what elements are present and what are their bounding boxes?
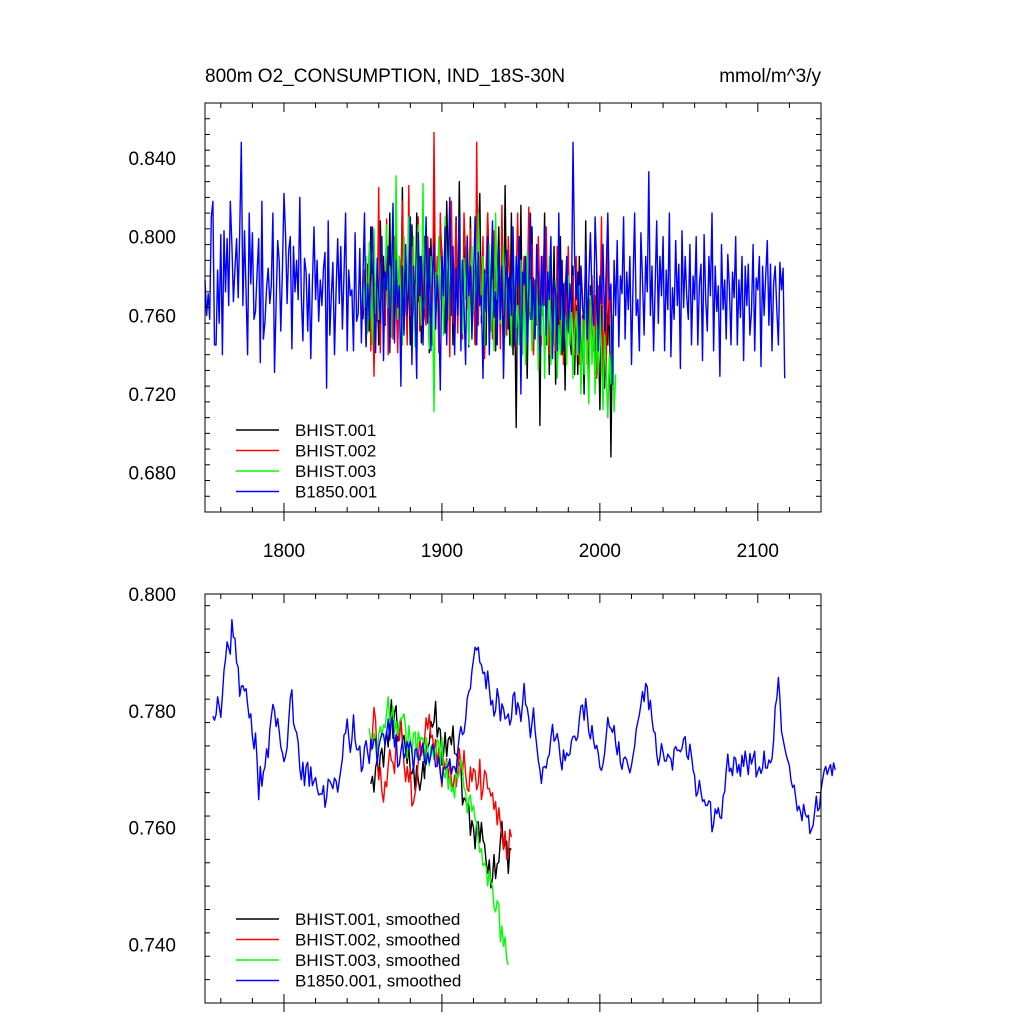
bottom-legend-label-3: BHIST.003, smoothed bbox=[295, 951, 460, 970]
bottom-series-line-4 bbox=[212, 619, 836, 835]
bottom-legend: BHIST.001, smoothed BHIST.002, smoothedBH… bbox=[236, 910, 461, 991]
top-y-tick-label: 0.840 bbox=[128, 149, 176, 170]
bottom-y-tick-label: 0.780 bbox=[128, 702, 176, 723]
top-series-line-4 bbox=[204, 141, 786, 395]
bottom-y-tick-label: 0.800 bbox=[128, 585, 176, 606]
bottom-legend-label-1: BHIST.001, smoothed bbox=[295, 910, 460, 929]
bottom-series-group bbox=[212, 619, 836, 966]
bottom-series-line-3 bbox=[368, 696, 509, 966]
top-x-tick-label: 1800 bbox=[263, 541, 305, 562]
bottom-plot-frame bbox=[204, 593, 822, 1004]
bottom-panel: 0.740 0.760 0.780 0.800 BHIST.001, smoothed… bbox=[128, 585, 836, 1012]
top-legend-label-3: BHIST.003 bbox=[295, 462, 376, 481]
top-y-tick-label: 0.720 bbox=[128, 385, 176, 406]
bottom-legend-label-4: B1850.001, smoothed bbox=[295, 972, 461, 991]
top-plot-frame bbox=[204, 102, 822, 513]
top-series-group bbox=[204, 131, 786, 458]
top-legend-label-1: BHIST.001 bbox=[295, 421, 376, 440]
top-axes: 1800 1900 2000 2100 0.680 0.720 0.760 0.800 0.84… bbox=[128, 102, 822, 562]
top-panel: 800m O2_CONSUMPTION, IND_18S-30N mmol/m^… bbox=[128, 66, 822, 562]
bottom-y-tick-label: 0.740 bbox=[128, 936, 176, 957]
bottom-legend-label-2: BHIST.002, smoothed bbox=[295, 931, 460, 950]
top-x-tick-label: 2100 bbox=[737, 541, 779, 562]
bottom-series-line-2 bbox=[370, 706, 513, 860]
top-x-tick-label: 2000 bbox=[579, 541, 621, 562]
top-y-tick-label: 0.760 bbox=[128, 306, 176, 327]
bottom-axes: 0.740 0.760 0.780 0.800 bbox=[128, 585, 822, 1012]
top-y-tick-label: 0.680 bbox=[128, 464, 176, 485]
bottom-y-tick-label: 0.760 bbox=[128, 819, 176, 840]
top-legend-label-4: B1850.001 bbox=[295, 483, 377, 502]
top-legend-label-2: BHIST.002 bbox=[295, 442, 376, 461]
top-panel-units: mmol/m^3/y bbox=[719, 66, 821, 87]
top-x-tick-label: 1900 bbox=[421, 541, 463, 562]
top-y-tick-label: 0.800 bbox=[128, 228, 176, 249]
top-panel-title: 800m O2_CONSUMPTION, IND_18S-30N bbox=[205, 66, 565, 87]
